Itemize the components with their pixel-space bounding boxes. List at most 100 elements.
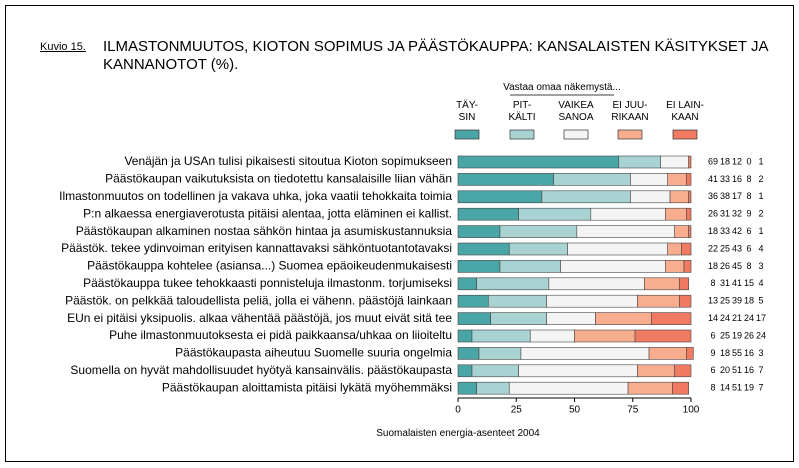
value-label: 4	[758, 243, 763, 253]
value-label: 6	[710, 330, 715, 340]
value-label: 26	[708, 209, 718, 219]
category-label: Puhe ilmastonmuutoksesta ei pidä paikkaa…	[109, 328, 452, 342]
bar-segment	[457, 312, 491, 325]
bar-segment	[471, 364, 519, 378]
bar-segment	[457, 190, 543, 204]
value-label: 14	[720, 383, 730, 393]
value-label: 31	[720, 278, 730, 288]
bar-segment	[518, 207, 592, 221]
bar-segment	[669, 190, 689, 204]
legend-label: PIT- KÄLTI	[508, 100, 536, 123]
value-label: 31	[720, 209, 730, 219]
bar-segment	[487, 294, 547, 308]
value-label: 18	[708, 226, 718, 236]
bar-segment	[688, 155, 692, 169]
value-label: 9	[746, 209, 751, 219]
category-label: Päästökaupan alkaminen nostaa sähkön hin…	[76, 224, 453, 238]
value-label: 39	[732, 296, 742, 306]
bar-segment	[476, 381, 510, 395]
bar-segment	[627, 381, 673, 395]
value-label: 41	[732, 278, 742, 288]
x-tick-label: 75	[627, 405, 639, 416]
bar-segment	[518, 364, 638, 378]
x-tick-label: 25	[511, 405, 523, 416]
bar-segment	[560, 260, 666, 273]
bar-segment	[457, 225, 501, 238]
value-label: 5	[758, 296, 763, 306]
bar-segment	[686, 173, 692, 186]
value-label: 45	[732, 261, 742, 271]
value-label: 8	[746, 174, 751, 184]
value-label: 1	[758, 191, 763, 201]
value-label: 55	[732, 348, 742, 358]
bar-segment	[457, 294, 489, 308]
value-label: 33	[720, 174, 730, 184]
bar-segment	[508, 381, 629, 395]
bar-segment	[618, 155, 662, 169]
x-tick-label: 50	[569, 405, 581, 416]
x-tick-label: 0	[455, 405, 461, 416]
value-label: 19	[744, 383, 754, 393]
bar-segment	[667, 173, 687, 186]
value-label: 24	[756, 330, 766, 340]
category-label: Päästök. on pelkkää taloudellista peliä,…	[65, 293, 452, 307]
value-label: 16	[732, 174, 742, 184]
chart-title: ILMASTONMUUTOS, KIOTON SOPIMUS JA PÄÄSTÖ…	[103, 38, 768, 73]
bar-segment	[674, 364, 692, 378]
value-label: 16	[744, 365, 754, 375]
value-label: 17	[732, 191, 742, 201]
value-label: 19	[732, 330, 742, 340]
bar-segment	[679, 277, 689, 291]
bar-segment	[686, 347, 694, 360]
value-label: 42	[732, 226, 742, 236]
value-label: 32	[732, 209, 742, 219]
bar-segment	[672, 381, 689, 395]
bar-segment	[457, 173, 554, 186]
bar-segment	[546, 294, 638, 308]
value-label: 8	[746, 191, 751, 201]
value-label: 12	[732, 156, 742, 166]
bar-segment	[457, 277, 477, 291]
bar-segment	[457, 242, 510, 256]
value-label: 26	[720, 261, 730, 271]
value-label: 25	[720, 243, 730, 253]
category-label: Päästökaupan vaikutuksista on tiedotettu…	[105, 172, 452, 186]
bar-segment	[457, 260, 501, 273]
bar-segment	[499, 225, 578, 238]
value-label: 6	[746, 226, 751, 236]
category-label: EUn ei pitäisi yksipuolis. alkaa vähentä…	[67, 311, 452, 325]
value-label: 33	[720, 226, 730, 236]
value-label: 9	[710, 348, 715, 358]
bar-segment	[688, 190, 692, 204]
bar-segment	[637, 364, 675, 378]
value-label: 7	[758, 383, 763, 393]
bar-segment	[567, 242, 669, 256]
value-label: 0	[746, 156, 751, 166]
bar-segment	[667, 242, 682, 256]
value-label: 36	[708, 191, 718, 201]
legend-label: TÄY- SIN	[456, 100, 478, 123]
bar-segment	[520, 347, 650, 360]
legend-swatch	[672, 129, 698, 140]
category-label: Päästökauppa tukee tehokkaasti ponnistel…	[83, 276, 452, 290]
bar-segment	[548, 277, 645, 291]
category-label: Ilmastonmuutos on todellinen ja vakava u…	[59, 189, 452, 203]
bar-segment	[683, 260, 692, 273]
value-label: 51	[732, 365, 742, 375]
bar-segment	[553, 173, 631, 186]
value-label: 25	[720, 330, 730, 340]
value-label: 4	[758, 278, 763, 288]
value-label: 18	[720, 348, 730, 358]
bar-segment	[644, 277, 680, 291]
value-label: 24	[720, 313, 730, 323]
bar-segment	[457, 347, 480, 360]
figure-label: Kuvio 15.	[40, 41, 86, 53]
value-label: 6	[746, 243, 751, 253]
legend-label: EI LAIN- KAAN	[666, 100, 704, 123]
value-label: 51	[732, 383, 742, 393]
category-label: Päästökaupan aloittamista pitäisi lykätä…	[162, 380, 452, 394]
bar-segment	[688, 225, 692, 238]
bar-segment	[665, 207, 687, 221]
bar-segment	[674, 225, 689, 238]
value-label: 16	[744, 348, 754, 358]
